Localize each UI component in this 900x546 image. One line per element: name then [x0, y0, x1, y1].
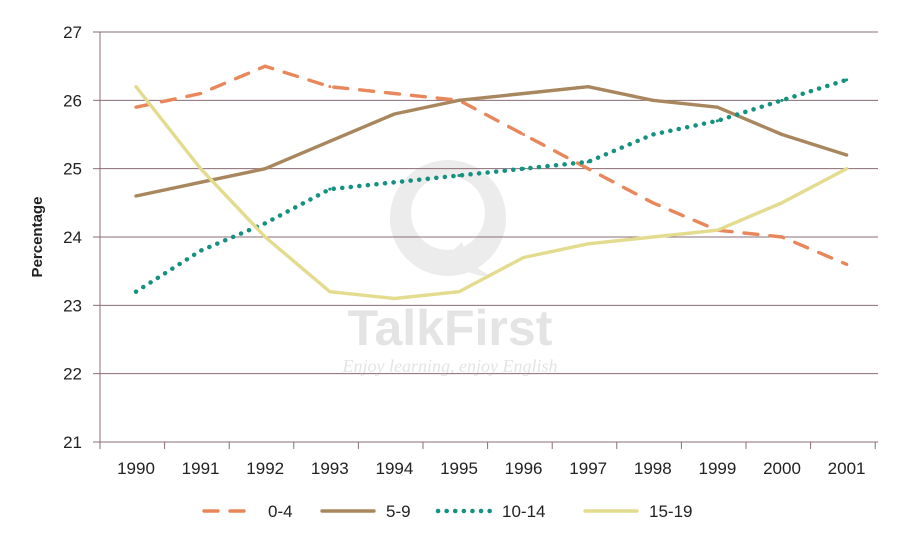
data-point-15-19-1992: [263, 235, 267, 239]
y-tick-label: 21: [63, 433, 82, 452]
series-line-5-9: [134, 84, 849, 198]
legend-label: 5-9: [386, 502, 411, 521]
data-point-15-19-1995: [457, 290, 461, 294]
data-point-5-9-2001: [845, 153, 849, 157]
data-point-10-14-1997: [586, 160, 590, 164]
data-point-5-9-1997: [586, 85, 590, 89]
data-point-5-9-1996: [522, 92, 526, 95]
legend-item-0-4: 0-4: [202, 502, 293, 521]
legend-label: 0-4: [268, 502, 293, 521]
data-point-5-9-1993: [328, 139, 332, 143]
data-point-5-9-1998: [651, 98, 655, 102]
data-point-0-4-1992: [263, 64, 267, 68]
legend: 0-4 5-9 10-14 15-19: [202, 502, 692, 521]
y-tick-label: 22: [63, 365, 82, 384]
data-point-0-4-1991: [199, 92, 203, 95]
y-tick-label: 24: [63, 228, 82, 247]
data-point-10-14-1991: [199, 249, 203, 253]
data-point-10-14-2000: [780, 98, 784, 102]
data-point-0-4-1994: [392, 92, 396, 95]
data-point-5-9-1990: [134, 194, 138, 198]
x-tick-label: 1993: [311, 459, 349, 478]
data-point-10-14-1990: [134, 290, 138, 294]
series-line-15-19: [134, 84, 849, 301]
watermark-brand: TalkFirst: [348, 300, 553, 356]
watermark: TalkFirst Enjoy learning, enjoy English: [342, 160, 558, 376]
data-point-5-9-1994: [392, 112, 396, 116]
x-tick-label: 1996: [505, 459, 543, 478]
data-point-15-19-2001: [845, 167, 849, 171]
y-tick-label: 23: [63, 296, 82, 315]
data-point-15-19-1990: [134, 85, 138, 89]
x-tick-label: 2001: [828, 459, 866, 478]
data-point-15-19-1999: [715, 228, 719, 232]
data-point-5-9-1999: [715, 105, 719, 109]
y-tick-label: 25: [63, 160, 82, 179]
legend-item-15-19: 15-19: [583, 502, 692, 521]
watermark-tagline: Enjoy learning, enjoy English: [342, 356, 558, 376]
data-point-10-14-1999: [715, 119, 719, 123]
data-point-10-14-2001: [845, 78, 849, 82]
x-tick-label: 1994: [375, 459, 413, 478]
x-tick-label: 1995: [440, 459, 478, 478]
x-tick-label: 1991: [182, 459, 220, 478]
talkfirst-logo-icon: [390, 160, 506, 277]
data-point-5-9-1991: [199, 180, 203, 184]
data-point-5-9-1995: [457, 98, 461, 102]
data-point-10-14-1996: [522, 167, 526, 171]
legend-label: 15-19: [649, 502, 692, 521]
data-point-15-19-1996: [522, 256, 526, 259]
y-tick-labels: 21 22 23 24 25 26 27: [63, 23, 82, 452]
grid: [93, 31, 878, 449]
data-point-0-4-1993: [328, 85, 332, 89]
x-tick-label: 1998: [634, 459, 672, 478]
x-tick-label: 1999: [698, 459, 736, 478]
series-line-0-4: [134, 64, 849, 266]
data-point-0-4-1996: [522, 133, 526, 136]
data-point-0-4-2001: [845, 262, 849, 266]
x-tick-label: 2000: [763, 459, 801, 478]
legend-item-10-14: 10-14: [435, 502, 545, 521]
data-point-15-19-1997: [586, 242, 590, 246]
series-lines: [133, 64, 849, 301]
data-point-10-14-1994: [392, 180, 396, 184]
data-point-0-4-1997: [586, 167, 590, 171]
data-point-15-19-1993: [328, 290, 332, 294]
x-tick-labels: 1990 1991 1992 1993 1994 1995 1996 1997 1998 1999…: [117, 459, 865, 478]
y-tick-label: 27: [63, 23, 82, 42]
x-tick-label: 1997: [569, 459, 607, 478]
series-line-10-14: [133, 77, 849, 294]
data-point-0-4-2000: [780, 235, 784, 239]
legend-item-5-9: 5-9: [320, 502, 411, 521]
data-point-15-19-2000: [780, 201, 784, 205]
data-point-10-14-1998: [651, 133, 655, 136]
legend-label: 10-14: [502, 502, 545, 521]
x-tick-label: 1990: [117, 459, 155, 478]
data-point-10-14-1993: [328, 187, 332, 191]
data-point-15-19-1994: [392, 297, 396, 300]
data-point-5-9-2000: [780, 133, 784, 136]
data-point-5-9-1992: [263, 167, 267, 171]
data-point-15-19-1991: [199, 167, 203, 171]
data-point-15-19-1998: [651, 235, 655, 239]
x-tick-label: 1992: [246, 459, 284, 478]
y-axis-label: Percentage: [29, 197, 46, 278]
data-point-10-14-1992: [263, 221, 267, 225]
y-tick-label: 26: [63, 91, 82, 110]
data-point-0-4-1998: [651, 201, 655, 205]
data-point-0-4-1990: [134, 105, 138, 109]
data-point-10-14-1995: [457, 174, 461, 177]
